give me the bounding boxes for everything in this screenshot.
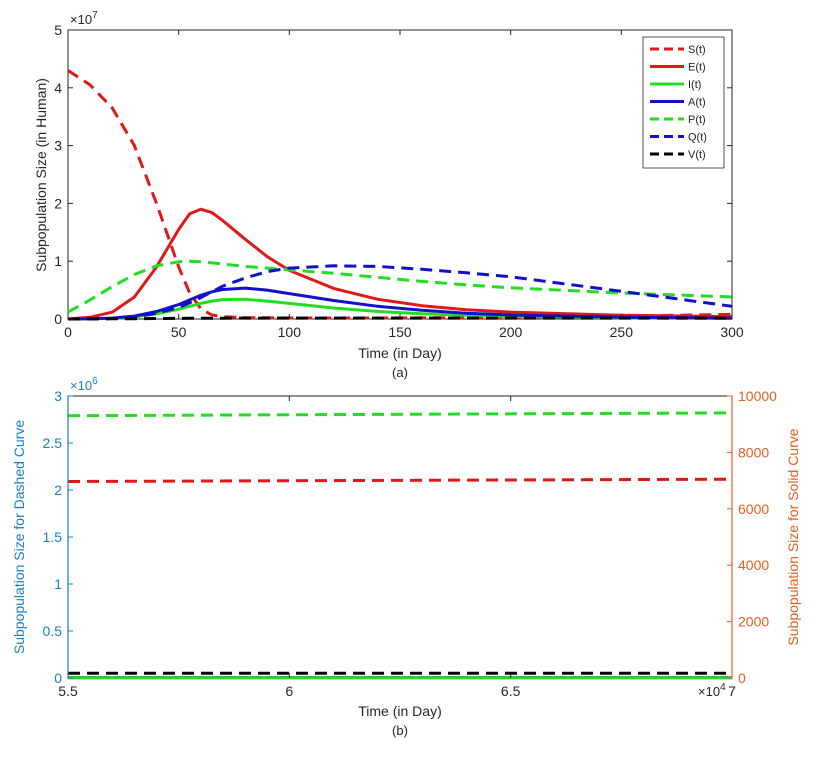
panel-a-x-tick-label: 150: [388, 324, 412, 340]
panel-b-right-y-tick-label: 4000: [738, 557, 769, 573]
panel-a-y-axis-label: Subpopulation Size (in Human): [33, 78, 49, 272]
panel-b-right-y-axis-label: Subpopulation Size for Solid Curve: [785, 428, 801, 645]
panel-a-y-tick-label: 4: [54, 80, 62, 96]
legend-label: I(t): [688, 79, 701, 91]
panel-b-plot-area: [67, 395, 733, 679]
panel-b-ticks: 5.5 6 6.5 700.511.522.530200040006000800010…: [43, 388, 778, 699]
legend-label: Q(t): [688, 132, 707, 144]
panel-a-y-exponent: ×107: [70, 10, 98, 27]
panel-a-x-tick-label: 50: [171, 324, 187, 340]
panel-b-left-y-tick-label: 2.5: [43, 435, 63, 451]
legend-label: S(t): [688, 44, 706, 56]
panel-b-left-y-tick-label: 0: [54, 670, 62, 686]
series-line-pt: [67, 259, 733, 314]
panel-b-left-y-exponent: ×106: [70, 376, 98, 393]
panel-b-series-group: [67, 411, 733, 680]
panel-a-plot-area: [67, 29, 733, 320]
panel-b-x-exponent: ×104: [698, 682, 726, 699]
panel-b-right-y-tick-label: 0: [738, 670, 746, 686]
panel-a-series-group: [67, 69, 733, 321]
panel-b-right-y-tick-label: 6000: [738, 501, 769, 517]
panel-a-x-tick-label: 300: [720, 324, 744, 340]
panel-a-x-tick-label: 200: [499, 324, 523, 340]
panel-b-left-y-tick-label: 1.5: [43, 529, 63, 545]
panel-b-left-y-axis-label: Subpopulation Size for Dashed Curve: [11, 420, 27, 654]
panel-b-left-y-tick-label: 3: [54, 388, 62, 404]
legend-label: V(t): [688, 149, 706, 161]
panel-a-chart: 0 50 100 150 200 250 300 0 1 2 3 4 5 ×107 Time (in D…: [33, 10, 744, 380]
panel-a-x-axis-label: Time (in Day): [358, 345, 442, 361]
legend-label: P(t): [688, 114, 706, 126]
panel-a-y-tick-label: 0: [54, 311, 62, 327]
panel-b-x-tick-label: 6.5: [501, 683, 521, 699]
panel-b-caption: (b): [392, 723, 408, 738]
panel-a-y-tick-label: 3: [54, 138, 62, 154]
panel-a-x-tick-label: 250: [610, 324, 634, 340]
legend-label: E(t): [688, 62, 706, 74]
panel-b-left-y-tick-label: 1: [54, 576, 62, 592]
panel-b-left-y-tick-label: 2: [54, 482, 62, 498]
series-line-at: [67, 286, 733, 321]
panel-a-ticks: 0 50 100 150 200 250 300 0 1 2 3 4 5: [54, 22, 744, 340]
legend-label: A(t): [688, 97, 706, 109]
panel-a-legend: S(t) E(t) I(t) A(t) P(t) Q(t) V(t): [642, 36, 725, 169]
panel-b-x-tick-label: 5.5: [58, 683, 78, 699]
series-line-et: [67, 207, 733, 321]
panel-b-left-y-tick-label: 0.5: [43, 623, 63, 639]
panel-a-y-tick-label: 2: [54, 195, 62, 211]
panel-b-x-tick-label: 6: [285, 683, 293, 699]
panel-b-right-y-tick-label: 8000: [738, 444, 769, 460]
panel-a-caption: (a): [392, 365, 408, 380]
panel-b-right-y-tick-label: 10000: [738, 388, 777, 404]
series-line-vt: [67, 316, 732, 321]
panel-b-chart: 5.5 6 6.5 700.511.522.530200040006000800010…: [11, 376, 801, 738]
panel-b-series-line-0: [67, 411, 733, 418]
panel-b-series-line-1: [67, 477, 733, 483]
panel-a-x-tick-label: 100: [278, 324, 302, 340]
panel-a-y-tick-label: 5: [54, 22, 62, 38]
panel-a-y-tick-label: 1: [54, 253, 62, 269]
series-line-qt: [67, 264, 733, 321]
panel-b-right-y-tick-label: 2000: [738, 614, 769, 630]
panel-b-x-axis-label: Time (in Day): [358, 703, 442, 719]
panel-b-x-tick-label: 7: [728, 683, 736, 699]
panel-a-x-tick-label: 0: [64, 324, 72, 340]
